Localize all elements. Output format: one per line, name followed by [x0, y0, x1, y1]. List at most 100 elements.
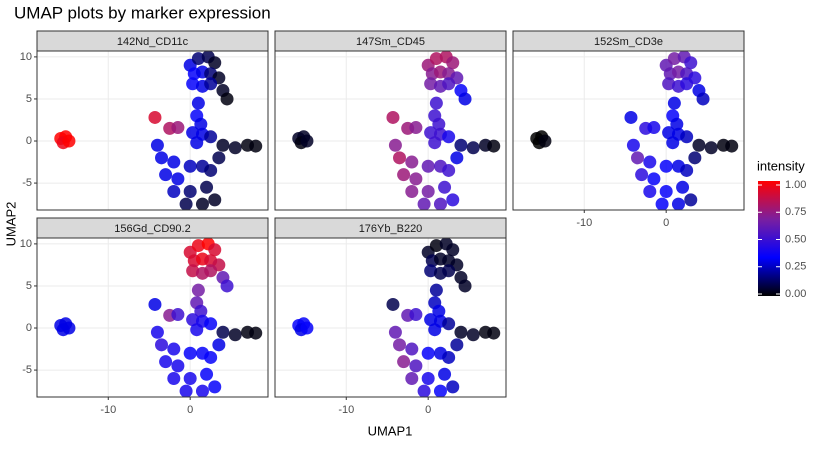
- panel-border: [274, 50, 507, 211]
- point: [386, 297, 400, 311]
- point: [409, 359, 423, 373]
- point: [655, 197, 669, 210]
- point: [725, 139, 739, 153]
- point: [62, 321, 76, 335]
- point: [454, 325, 468, 339]
- point: [442, 350, 456, 364]
- point: [429, 52, 443, 66]
- point: [171, 308, 185, 322]
- point: [429, 283, 443, 297]
- point: [676, 180, 690, 194]
- point: [195, 384, 209, 397]
- points: [292, 238, 501, 397]
- x-tick-label: 0: [425, 404, 431, 416]
- point: [148, 297, 162, 311]
- point: [643, 155, 657, 169]
- point: [421, 371, 435, 385]
- point: [424, 313, 438, 327]
- point: [450, 151, 464, 165]
- point: [167, 155, 181, 169]
- point: [228, 141, 242, 155]
- point: [388, 325, 402, 339]
- point: [424, 126, 438, 140]
- point: [159, 168, 173, 182]
- point: [300, 134, 314, 148]
- point: [386, 110, 400, 124]
- point: [684, 56, 698, 70]
- point: [167, 371, 181, 385]
- point: [200, 367, 214, 381]
- point: [631, 151, 645, 165]
- point: [388, 138, 402, 152]
- point: [442, 317, 456, 331]
- point: [62, 134, 76, 148]
- point: [696, 92, 710, 106]
- panel-border: [512, 50, 745, 211]
- point: [624, 110, 638, 124]
- point: [179, 384, 193, 397]
- point: [626, 138, 640, 152]
- point: [442, 264, 456, 278]
- point: [438, 367, 452, 381]
- point: [442, 130, 456, 144]
- point: [191, 52, 205, 66]
- colorbar-label: 0.25: [785, 261, 806, 273]
- point: [208, 380, 222, 394]
- point: [186, 313, 200, 327]
- point: [635, 168, 649, 182]
- point: [421, 159, 435, 173]
- panel-border: [36, 237, 269, 398]
- point: [200, 180, 214, 194]
- point: [680, 163, 694, 177]
- point: [421, 346, 435, 360]
- point: [300, 321, 314, 335]
- y-axis-title: UMAP2: [3, 202, 18, 247]
- point: [228, 328, 242, 342]
- point: [659, 184, 673, 198]
- points: [54, 51, 263, 210]
- point: [667, 52, 681, 66]
- points: [530, 51, 739, 210]
- point: [666, 136, 680, 150]
- point: [433, 384, 447, 397]
- point: [186, 126, 200, 140]
- point: [208, 56, 222, 70]
- point: [417, 384, 431, 397]
- point: [183, 159, 197, 173]
- x-tick-label: -10: [338, 404, 354, 416]
- point: [442, 77, 456, 91]
- point: [212, 338, 226, 352]
- point: [454, 138, 468, 152]
- point: [393, 338, 407, 352]
- point: [190, 136, 204, 150]
- colorbar-label: 0.75: [785, 206, 806, 218]
- point: [183, 184, 197, 198]
- point: [204, 77, 218, 91]
- point: [186, 264, 200, 278]
- strip-label: 156Gd_CD90.2: [114, 223, 190, 235]
- panel: [37, 238, 268, 397]
- colorbar-label: 0.00: [785, 288, 806, 300]
- point: [433, 197, 447, 210]
- y-tick-label: 0: [26, 135, 32, 147]
- point: [171, 121, 185, 135]
- point: [159, 355, 173, 369]
- point: [148, 110, 162, 124]
- point: [446, 56, 460, 70]
- point: [647, 121, 661, 135]
- point: [450, 338, 464, 352]
- point: [190, 323, 204, 337]
- strip-label: 152Sm_CD3e: [594, 36, 663, 48]
- point: [216, 325, 230, 339]
- chart-title: UMAP plots by marker expression: [14, 3, 271, 22]
- points: [292, 51, 501, 210]
- point: [428, 323, 442, 337]
- strip-label: 147Sm_CD45: [356, 36, 425, 48]
- point: [446, 193, 460, 207]
- point: [191, 239, 205, 253]
- point: [680, 130, 694, 144]
- point: [432, 117, 446, 131]
- point: [684, 193, 698, 207]
- panel: [37, 51, 268, 210]
